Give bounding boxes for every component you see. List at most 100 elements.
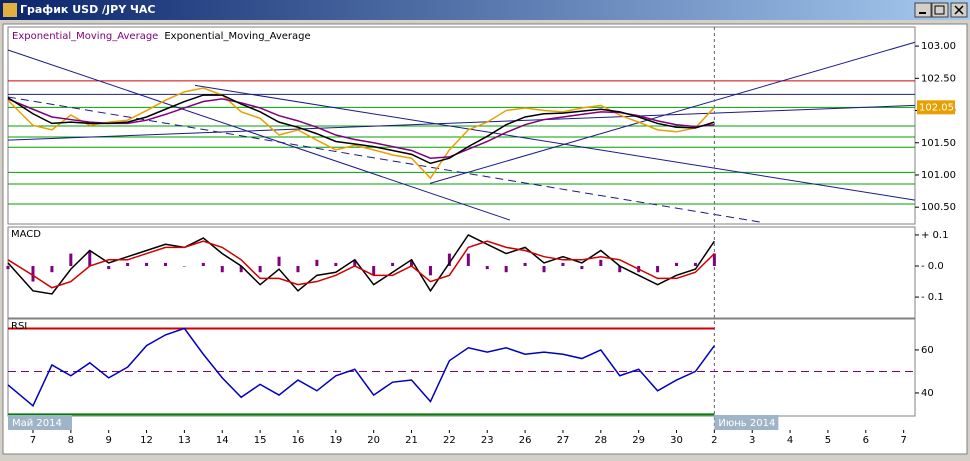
histogram-bar — [410, 259, 414, 267]
trend-line — [7, 104, 916, 141]
period-box — [8, 415, 72, 430]
y-tick-label: - 0.1 — [921, 292, 944, 303]
histogram-bar — [6, 266, 10, 270]
histogram-bar — [296, 266, 300, 273]
histogram-bar — [656, 266, 660, 273]
histogram-bar — [201, 262, 205, 267]
x-tick-label: 19 — [329, 435, 342, 446]
x-tick-label: 6 — [863, 435, 869, 446]
trend-line — [7, 96, 760, 223]
y-tick-label: 101.50 — [921, 138, 956, 149]
period-label: Май 2014 — [12, 418, 62, 429]
histogram-bar — [353, 259, 357, 267]
x-tick-label: 3 — [749, 435, 755, 446]
histogram-bar — [220, 266, 224, 273]
histogram-bar — [618, 266, 622, 273]
x-tick-label: 9 — [106, 435, 112, 446]
histogram-bar — [334, 262, 338, 267]
histogram-bar — [523, 262, 527, 267]
histogram-bar — [88, 250, 92, 267]
series-line — [7, 240, 715, 289]
series-line — [7, 87, 715, 180]
y-tick-label: + 0.1 — [921, 230, 948, 241]
histogram-bar — [712, 253, 716, 267]
y-tick-label: 102.50 — [921, 73, 956, 84]
histogram-bar — [693, 262, 697, 267]
histogram-bar — [447, 253, 451, 267]
histogram-bar — [315, 259, 319, 267]
y-tick-label: 60 — [921, 345, 934, 356]
histogram-bar — [675, 262, 679, 267]
panel — [7, 318, 916, 417]
series-line — [7, 327, 715, 408]
close-button[interactable] — [950, 2, 968, 18]
histogram-bar — [107, 266, 111, 270]
legend-entry: Exponential_Moving_Average — [12, 31, 158, 42]
last-price-box — [917, 100, 955, 115]
x-tick-label: 7 — [900, 435, 906, 446]
x-tick-label: 15 — [254, 435, 267, 446]
histogram-bar — [145, 262, 149, 267]
series-line — [7, 98, 715, 159]
histogram-bar — [126, 262, 130, 267]
histogram-bar — [31, 266, 35, 282]
histogram-bar — [163, 262, 167, 267]
x-tick-label: 29 — [632, 435, 645, 446]
series-line — [7, 94, 715, 165]
y-tick-label: 100.50 — [921, 202, 956, 213]
histogram-bar — [391, 262, 395, 267]
minimize-button[interactable] — [914, 2, 932, 18]
y-tick-label: 40 — [921, 388, 934, 399]
x-tick-label: 7 — [30, 435, 36, 446]
x-tick-label: 27 — [557, 435, 570, 446]
histogram-bar — [599, 259, 603, 267]
app-icon — [3, 3, 17, 17]
x-tick-label: 16 — [292, 435, 305, 446]
title-bar — [0, 0, 970, 20]
trend-line — [429, 41, 916, 184]
histogram-bar — [542, 266, 546, 273]
x-tick-label: 12 — [140, 435, 153, 446]
maximize-button[interactable] — [931, 2, 949, 18]
histogram-bar — [561, 262, 565, 267]
series-line — [7, 234, 715, 295]
chart-area — [2, 23, 968, 455]
period-box — [714, 415, 779, 430]
x-tick-label: 23 — [481, 435, 494, 446]
y-tick-label: 103.00 — [921, 41, 956, 52]
y-tick-label: - 0.0 — [921, 261, 944, 272]
y-tick-label: 101.00 — [921, 170, 956, 181]
histogram-bar — [69, 253, 73, 267]
x-tick-label: 20 — [367, 435, 380, 446]
x-tick-label: 4 — [787, 435, 793, 446]
histogram-bar — [428, 266, 432, 276]
histogram-bar — [372, 266, 376, 276]
histogram-bar — [258, 266, 262, 273]
legend-entry: Exponential_Moving_Average — [164, 31, 310, 42]
x-tick-label: 5 — [825, 435, 831, 446]
histogram-bar — [277, 256, 281, 267]
panel-title: MACD — [11, 229, 41, 240]
histogram-bar — [485, 266, 489, 270]
last-price-label: 102.05 — [919, 102, 954, 113]
x-tick-label: 13 — [178, 435, 191, 446]
x-tick-label: 8 — [68, 435, 74, 446]
window-title: График USD /JPY ЧАС — [20, 3, 155, 16]
x-tick-label: 30 — [670, 435, 683, 446]
x-tick-label: 28 — [594, 435, 607, 446]
panel-title: RSI — [11, 321, 27, 332]
histogram-bar — [239, 266, 243, 273]
period-label: Июнь 2014 — [718, 418, 775, 429]
x-tick-label: 2 — [711, 435, 717, 446]
histogram-bar — [50, 266, 54, 273]
x-tick-label: 14 — [216, 435, 229, 446]
x-tick-label: 21 — [405, 435, 418, 446]
trend-line — [194, 84, 916, 201]
histogram-bar — [182, 266, 186, 267]
histogram-bar — [466, 253, 470, 267]
panel — [7, 226, 916, 319]
x-tick-label: 26 — [519, 435, 532, 446]
histogram-bar — [580, 266, 584, 270]
